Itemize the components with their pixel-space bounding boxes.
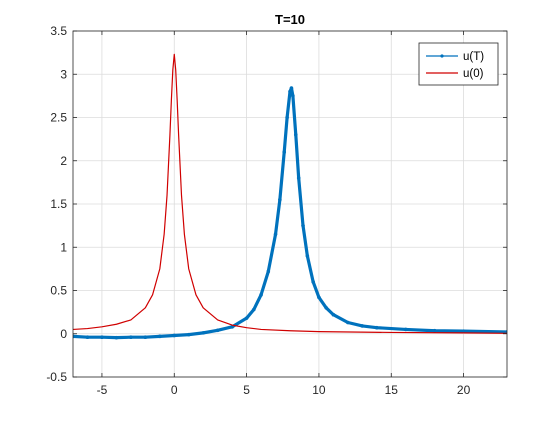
data-point bbox=[289, 86, 294, 90]
y-tick-label: 1.5 bbox=[50, 197, 67, 211]
data-point bbox=[461, 329, 466, 333]
x-tick-labels: -5 0 5 10 15 20 bbox=[97, 383, 471, 397]
y-tick-label: 3 bbox=[60, 67, 67, 81]
data-point bbox=[278, 197, 282, 202]
data-point bbox=[172, 333, 177, 338]
data-point bbox=[73, 334, 75, 339]
data-point bbox=[282, 150, 287, 154]
data-point bbox=[324, 306, 328, 310]
data-point bbox=[317, 295, 321, 300]
y-tick-labels: -0.5 0 0.5 1 1.5 2 2.5 3 3.5 bbox=[46, 24, 67, 384]
data-point bbox=[186, 332, 191, 337]
series-layer bbox=[73, 53, 507, 340]
data-point bbox=[129, 335, 133, 340]
data-point bbox=[259, 293, 263, 297]
data-point bbox=[285, 115, 289, 120]
x-tick-label: 5 bbox=[243, 383, 250, 397]
y-tick-label: 3.5 bbox=[50, 24, 67, 38]
data-point bbox=[293, 133, 298, 137]
data-point bbox=[158, 334, 162, 339]
data-point bbox=[114, 335, 119, 340]
series-line-u-t bbox=[73, 86, 507, 340]
chart-title: T=10 bbox=[275, 12, 305, 27]
data-point bbox=[375, 325, 379, 330]
data-point bbox=[360, 324, 365, 328]
data-point bbox=[331, 312, 336, 317]
legend: u(T) u(0) bbox=[418, 42, 499, 86]
data-point bbox=[403, 327, 408, 332]
data-point bbox=[305, 254, 310, 258]
data-point bbox=[201, 331, 205, 335]
legend-marker-u-t bbox=[440, 54, 444, 58]
series-u-t bbox=[73, 86, 507, 340]
data-point bbox=[215, 328, 220, 333]
tick-marks bbox=[73, 30, 507, 378]
series-u-0 bbox=[73, 53, 507, 334]
x-tick-label: -5 bbox=[97, 383, 108, 397]
legend-label-u-0: u(0) bbox=[463, 68, 484, 80]
data-point bbox=[311, 280, 315, 284]
data-point bbox=[273, 232, 278, 237]
data-point bbox=[266, 269, 271, 274]
legend-box bbox=[418, 42, 499, 86]
y-tick-label: 2.5 bbox=[50, 111, 67, 125]
x-tick-label: 20 bbox=[457, 383, 471, 397]
data-point bbox=[301, 223, 305, 228]
data-point bbox=[432, 328, 437, 333]
legend-label-u-t: u(T) bbox=[463, 51, 484, 63]
data-point bbox=[100, 335, 104, 340]
data-point bbox=[85, 335, 90, 340]
x-tick-label: 10 bbox=[312, 383, 326, 397]
x-tick-label: 15 bbox=[385, 383, 399, 397]
data-point bbox=[230, 325, 234, 329]
data-point bbox=[244, 316, 249, 320]
series-line-u-0 bbox=[73, 53, 507, 334]
y-tick-label: -0.5 bbox=[46, 370, 67, 384]
y-tick-label: 1 bbox=[60, 240, 67, 254]
y-tick-label: 0.5 bbox=[50, 284, 67, 298]
data-point bbox=[288, 89, 292, 94]
data-point bbox=[346, 320, 350, 325]
data-point bbox=[252, 307, 256, 312]
y-tick-label: 2 bbox=[60, 154, 67, 168]
data-point bbox=[291, 94, 295, 98]
data-point bbox=[296, 176, 301, 180]
x-tick-label: 0 bbox=[171, 383, 178, 397]
y-tick-label: 0 bbox=[60, 327, 67, 341]
data-point bbox=[143, 335, 148, 340]
